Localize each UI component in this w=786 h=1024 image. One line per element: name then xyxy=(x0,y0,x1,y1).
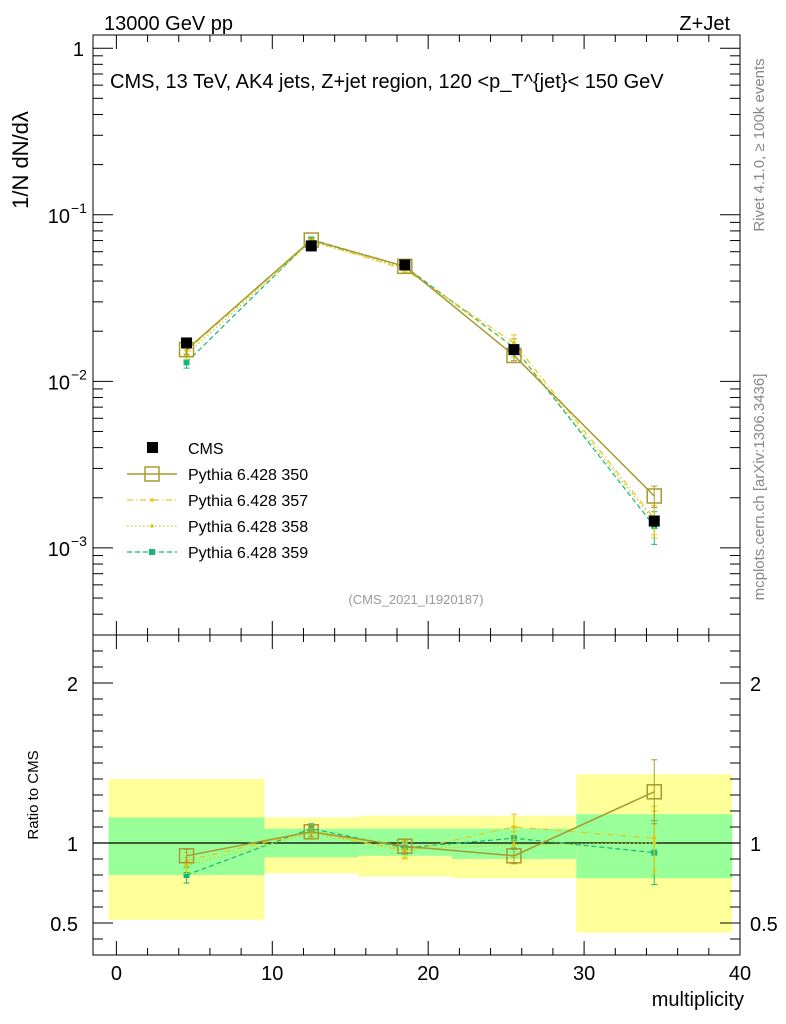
legend-marker-cms xyxy=(147,442,158,453)
ratio-x-ticks: 0 10 20 30 40 xyxy=(111,635,751,985)
ratio-series-4-point xyxy=(183,872,190,878)
main-series-0-point xyxy=(305,240,317,252)
main-y-tick-label: 10 xyxy=(48,372,70,394)
main-y-tick-label: 10 xyxy=(48,206,70,228)
main-series-2-point xyxy=(511,340,516,345)
legend-label-cms: CMS xyxy=(188,441,224,458)
main-y-ticks: 110−110−210−3 xyxy=(48,39,740,636)
main-title: CMS, 13 TeV, AK4 jets, Z+jet region, 120… xyxy=(110,71,664,93)
legend-marker-350 xyxy=(144,466,160,482)
ratio-series-1-point xyxy=(178,848,195,864)
main-y-axis-label-text: 1/N dN/dλ xyxy=(8,111,33,209)
legend-marker-359 xyxy=(149,549,155,555)
ratio-y-tick-label-right: 1 xyxy=(750,834,761,856)
main-series-0-point xyxy=(648,515,660,527)
ratio-data-layer xyxy=(178,759,663,886)
rivet-version-label: Rivet 4.1.0, ≥ 100k events xyxy=(751,58,768,231)
ratio-series-1-point xyxy=(303,824,320,840)
analysis-watermark: (CMS_2021_I1920187) xyxy=(348,592,483,607)
main-y-tick-label: 1 xyxy=(73,39,84,61)
ratio-panel: 0.5 0.5 1 1 2 2 0 10 20 30 40 Ratio to CMS multip… xyxy=(25,634,778,1011)
x-tick-label: 0 xyxy=(111,963,122,985)
ratio-series-3-point xyxy=(511,842,516,847)
main-series-4-point xyxy=(183,359,190,366)
header-left-label: 13000 GeV pp xyxy=(104,13,233,35)
ratio-y-axis-label: Ratio to CMS xyxy=(25,750,42,839)
x-tick-label: 30 xyxy=(573,963,595,985)
legend-marker-357 xyxy=(150,498,154,502)
x-tick-label: 10 xyxy=(261,963,283,985)
x-axis-label: multiplicity xyxy=(652,989,744,1011)
ratio-series-1-point xyxy=(397,838,413,854)
main-panel: 110−110−210−3 CMS, 13 TeV, AK4 jets, Z+j… xyxy=(8,34,741,636)
main-series-0-point xyxy=(399,259,411,271)
legend-marker-358 xyxy=(150,524,154,528)
legend: CMS Pythia 6.428 350 Pythia 6.428 357 Py… xyxy=(127,441,308,562)
main-series-0-point xyxy=(181,337,193,349)
legend-label-359: Pythia 6.428 359 xyxy=(188,545,308,562)
legend-label-350: Pythia 6.428 350 xyxy=(188,467,308,484)
header-right-label: Z+Jet xyxy=(679,13,730,35)
main-data-layer xyxy=(178,232,663,545)
ratio-y-tick-label-left: 1 xyxy=(67,834,78,856)
main-y-tick-label-exponent: −1 xyxy=(71,200,87,216)
legend-label-357: Pythia 6.428 357 xyxy=(188,493,308,510)
x-tick-label: 20 xyxy=(417,963,439,985)
legend-label-358: Pythia 6.428 358 xyxy=(188,519,308,536)
x-tick-label: 40 xyxy=(729,963,751,985)
ratio-y-tick-label-right: 2 xyxy=(750,674,761,696)
ratio-series-1-point xyxy=(646,784,663,800)
ratio-y-tick-label-left: 0.5 xyxy=(50,914,78,936)
main-y-tick-label-exponent: −3 xyxy=(71,533,87,549)
ratio-y-tick-label-left: 2 xyxy=(67,674,78,696)
main-series-1-point xyxy=(646,488,663,504)
ratio-series-2-point xyxy=(511,825,516,829)
mcplots-label: mcplots.cern.ch [arXiv:1306.3436] xyxy=(751,374,768,601)
main-y-tick-label: 10 xyxy=(48,539,70,561)
ratio-series-2-point xyxy=(652,836,657,841)
ratio-y-tick-label-right: 0.5 xyxy=(750,914,778,936)
ratio-series-1-point xyxy=(506,848,522,864)
main-y-tick-label-exponent: −2 xyxy=(71,366,87,382)
ratio-y-ticks: 0.5 0.5 1 1 2 2 xyxy=(50,650,778,940)
main-series-0-point xyxy=(508,344,520,356)
main-series-1-point xyxy=(397,258,413,275)
main-x-ticks xyxy=(115,35,741,635)
main-y-axis-label: 1/N dN/dλ xyxy=(8,111,33,209)
